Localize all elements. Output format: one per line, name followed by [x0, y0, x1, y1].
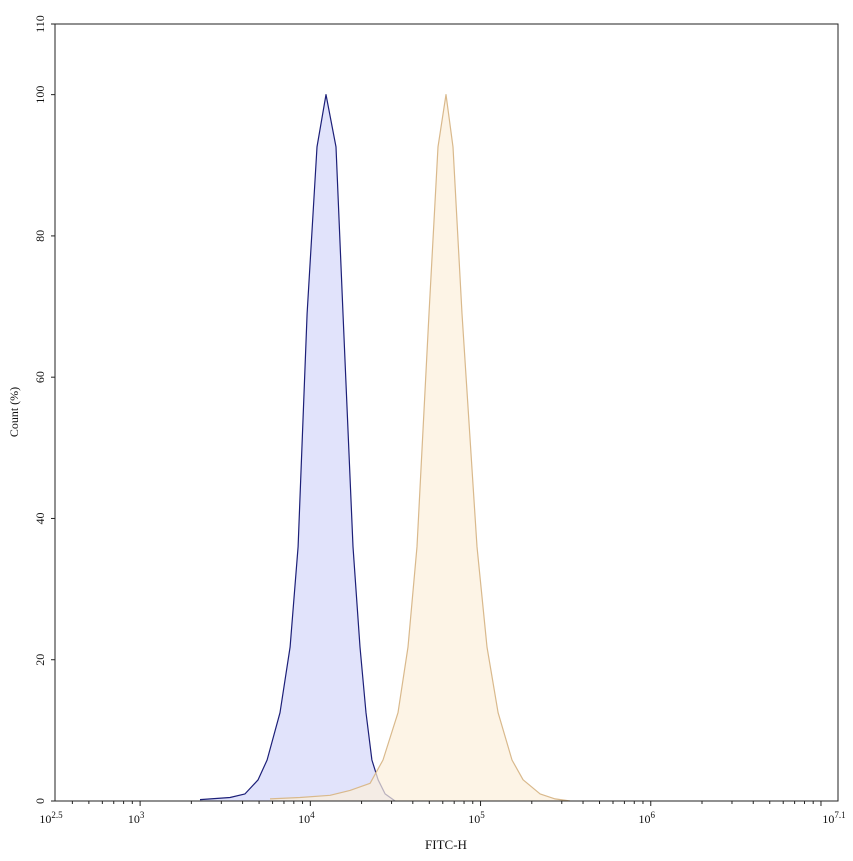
x-tick-exponent: 7.1	[834, 810, 845, 820]
series-1-line	[199, 94, 396, 802]
x-tick-exponent: 6	[651, 810, 656, 820]
y-tick-label: 0	[33, 798, 47, 804]
y-axis-label: Count (%)	[7, 387, 21, 437]
x-tick-base: 10	[39, 812, 51, 826]
series-layer	[199, 94, 571, 802]
x-tick-base: 10	[468, 812, 480, 826]
x-tick-label: 107.1	[822, 810, 845, 826]
series-1-fill	[200, 94, 396, 802]
x-tick-base: 10	[822, 812, 834, 826]
x-tick-base: 10	[128, 812, 140, 826]
x-axis: 102.5 103 104 105 106 107.1	[39, 801, 846, 826]
series-2-fill	[269, 94, 571, 802]
x-tick-label: 103	[128, 810, 145, 826]
y-tick-label: 80	[33, 230, 47, 242]
x-tick-exponent: 2.5	[51, 810, 63, 820]
x-tick-exponent: 4	[310, 810, 315, 820]
plot-frame	[54, 23, 839, 802]
x-tick-label: 102.5	[39, 810, 63, 826]
y-tick-label: 110	[33, 15, 47, 33]
y-tick-label: 100	[33, 86, 47, 104]
x-tick-label: 104	[298, 810, 315, 826]
x-tick-exponent: 5	[480, 810, 485, 820]
y-axis: 0 20 40 60 80 100 110	[33, 15, 55, 804]
x-tick-base: 10	[639, 812, 651, 826]
x-tick-exponent: 3	[140, 810, 145, 820]
series-2-line	[269, 94, 571, 802]
x-tick-label: 105	[468, 810, 485, 826]
x-tick-label: 106	[639, 810, 656, 826]
x-axis-label: FITC-H	[425, 837, 467, 852]
y-tick-label: 60	[33, 371, 47, 383]
y-tick-label: 40	[33, 512, 47, 524]
y-tick-label: 20	[33, 654, 47, 666]
x-tick-base: 10	[298, 812, 310, 826]
